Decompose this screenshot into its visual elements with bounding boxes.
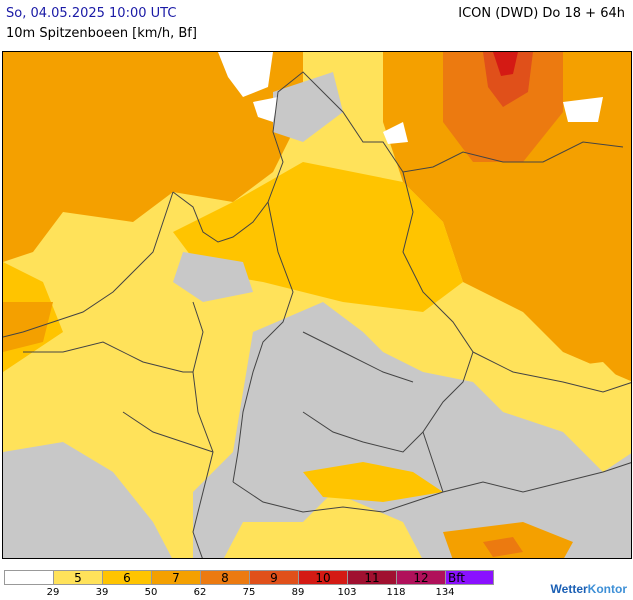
- map-datetime: So, 04.05.2025 10:00 UTC: [6, 6, 177, 21]
- field-bf7-east: [383, 52, 631, 382]
- field-calm-southwest: [3, 442, 172, 558]
- legend-tick: 75: [242, 587, 256, 598]
- legend-tick: 103: [337, 587, 357, 598]
- legend-bar: 5 6 7 8 9 10 11 12 Bft: [4, 570, 494, 585]
- legend-cell-bf7: 7: [151, 570, 200, 585]
- field-nodata-4: [563, 97, 603, 122]
- legend-cell-bft: Bft: [445, 570, 494, 585]
- field-bf8-alps: [483, 537, 523, 557]
- map-subtitle: 10m Spitzenboeen [km/h, Bf]: [6, 26, 197, 41]
- map-canvas: [3, 52, 631, 558]
- legend-cell-bf5: 5: [53, 570, 102, 585]
- legend-cell-bf10: 10: [298, 570, 347, 585]
- legend-cell-bf9: 9: [249, 570, 298, 585]
- legend-tick: 89: [291, 587, 305, 598]
- field-nodata-1: [218, 52, 273, 97]
- field-bf9-baltic: [483, 52, 533, 107]
- brand-name-b: Kontor: [587, 582, 627, 596]
- legend-tick: 39: [95, 587, 109, 598]
- legend-cell-bf12: 12: [396, 570, 445, 585]
- field-bf10-baltic: [493, 52, 518, 76]
- field-calm-south: [193, 302, 631, 558]
- brand-logo[interactable]: WetterKontor: [551, 582, 627, 596]
- legend-tick: 62: [193, 587, 207, 598]
- field-bf7-channel: [3, 302, 53, 352]
- field-nodata-3: [383, 122, 408, 144]
- legend-ticks: 29 39 50 62 75 89 103 118 134: [4, 587, 504, 599]
- field-calm-denmark: [273, 72, 343, 142]
- legend-tick: 50: [144, 587, 158, 598]
- legend-cell-bf11: 11: [347, 570, 396, 585]
- legend-cell-bf8: 8: [200, 570, 249, 585]
- brand-name-a: Wetter: [550, 582, 588, 596]
- field-nodata-2: [253, 97, 278, 122]
- field-bf6-alps: [303, 462, 443, 502]
- legend-tick: 134: [435, 587, 455, 598]
- legend-tick: 118: [386, 587, 406, 598]
- borders: [3, 71, 631, 558]
- legend-cell-calm: [4, 570, 53, 585]
- legend-tick: 29: [46, 587, 60, 598]
- legend-cell-bf6: 6: [102, 570, 151, 585]
- field-bf5-east: [523, 362, 631, 442]
- field-bf7-northsea: [3, 52, 303, 262]
- field-calm-central: [173, 252, 253, 302]
- wind-gust-map: [2, 51, 632, 559]
- model-run: ICON (DWD) Do 18 + 64h: [458, 6, 625, 21]
